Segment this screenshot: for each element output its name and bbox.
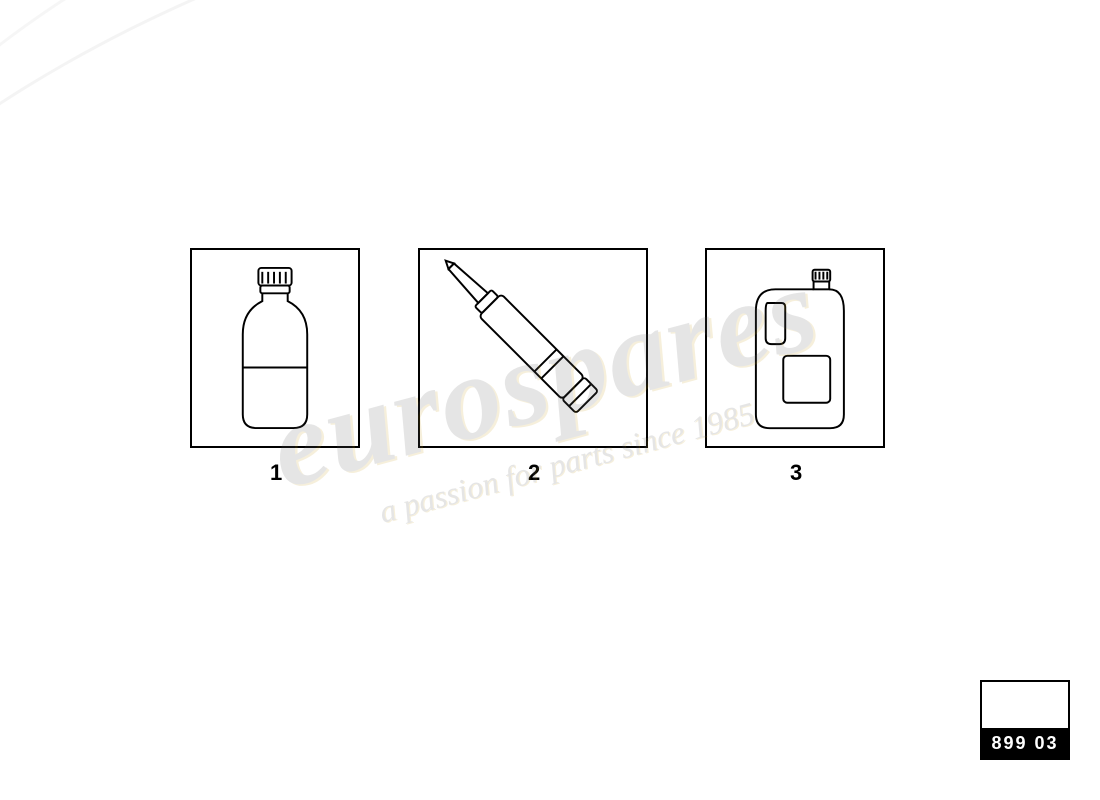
diagram-reference-code: 899 03 <box>982 728 1068 758</box>
bottle-icon <box>192 250 358 446</box>
cartridge-icon <box>420 250 646 446</box>
diagram-item-box-2 <box>418 248 648 448</box>
diagram-item-box-1 <box>190 248 360 448</box>
diagram-canvas: 1 2 <box>0 0 1100 800</box>
diagram-item-number: 2 <box>528 460 540 486</box>
diagram-item-box-3 <box>705 248 885 448</box>
diagram-item-number: 3 <box>790 460 802 486</box>
diagram-item-number: 1 <box>270 460 282 486</box>
jug-icon <box>707 250 883 446</box>
diagram-reference-box: 899 03 <box>980 680 1070 760</box>
